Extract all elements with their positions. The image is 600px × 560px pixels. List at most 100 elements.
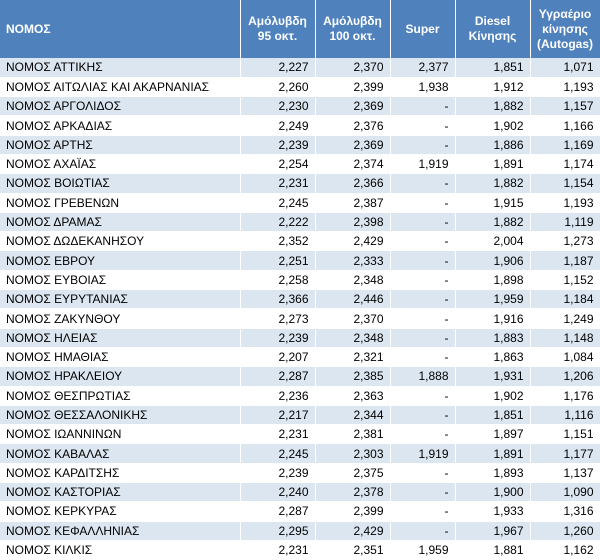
price-cell: 2,348 (315, 328, 391, 348)
table-row: ΝΟΜΟΣ ΘΕΣΣΑΛΟΝΙΚΗΣ 2,217 2,344-1,851 1,116 (0, 405, 600, 426)
table-row: ΝΟΜΟΣ ΘΕΣΠΡΩΤΙΑΣ 2,236 2,363-1,902 1,176 (0, 386, 600, 406)
price-cell: 1,919 (390, 154, 456, 175)
price-cell: 1,193 (530, 77, 600, 98)
price-cell: 2,287 (240, 501, 316, 522)
price-cell: 1,176 (530, 386, 600, 406)
table-row: ΝΟΜΟΣ ΑΡΚΑΔΙΑΣ 2,249 2,376-1,902 1,166 (0, 115, 600, 136)
price-cell: 2,351 (315, 540, 391, 560)
table-row: ΝΟΜΟΣ ΔΡΑΜΑΣ 2,222 2,398-1,882 1,119 (0, 212, 600, 233)
table-row: ΝΟΜΟΣ ΚΕΦΑΛΛΗΝΙΑΣ 2,295 2,429-1,967 1,260 (0, 521, 600, 541)
table-row: ΝΟΜΟΣ ΚΑΒΑΛΑΣ 2,245 2,303 1,919 1,891 1,177 (0, 443, 600, 464)
price-cell: 2,369 (315, 135, 391, 155)
table-row: ΝΟΜΟΣ ΒΟΙΩΤΙΑΣ 2,231 2,366-1,882 1,154 (0, 173, 600, 194)
price-cell: - (390, 231, 456, 252)
price-cell: 1,863 (455, 347, 531, 368)
table-row: ΝΟΜΟΣ ΕΒΡΟΥ 2,251 2,333-1,906 1,187 (0, 250, 600, 271)
price-cell: 1,891 (455, 443, 531, 464)
price-cell: 2,387 (315, 193, 391, 213)
price-cell: 1,148 (530, 328, 600, 348)
price-cell: 1,882 (455, 173, 531, 194)
table-row: ΝΟΜΟΣ ΙΩΑΝΝΙΝΩΝ 2,231 2,381-1,897 1,151 (0, 424, 600, 445)
price-cell: 1,249 (530, 308, 600, 329)
price-cell: 1,273 (530, 231, 600, 252)
price-cell: 1,915 (455, 193, 531, 213)
column-header: Υγραέριο κίνησης (Autogas) (530, 0, 600, 58)
prefecture-cell: ΝΟΜΟΣ ΗΜΑΘΙΑΣ (0, 347, 241, 368)
price-cell: 2,321 (315, 347, 391, 368)
price-cell: 1,084 (530, 347, 600, 368)
prefecture-cell: ΝΟΜΟΣ ΚΑΒΑΛΑΣ (0, 443, 241, 464)
price-cell: 2,370 (315, 308, 391, 329)
price-cell: 2,399 (315, 501, 391, 522)
price-cell: 1,888 (390, 366, 456, 387)
table-row: ΝΟΜΟΣ ΑΧΑΪΑΣ 2,254 2,374 1,919 1,891 1,174 (0, 154, 600, 175)
header-line: ΝΟΜΟΣ (6, 21, 51, 36)
price-cell: 2,227 (240, 58, 316, 78)
price-cell: 1,900 (455, 482, 531, 503)
table-row: ΝΟΜΟΣ ΚΑΡΔΙΤΣΗΣ 2,239 2,375-1,893 1,137 (0, 463, 600, 484)
price-cell: 2,374 (315, 154, 391, 175)
price-cell: 1,882 (455, 96, 531, 117)
price-cell: - (390, 347, 456, 368)
table-row: ΝΟΜΟΣ ΑΡΤΗΣ 2,239 2,369-1,886 1,169 (0, 135, 600, 155)
table-row: ΝΟΜΟΣ ΖΑΚΥΝΘΟΥ 2,273 2,370-1,916 1,249 (0, 308, 600, 329)
price-cell: 1,152 (530, 270, 600, 291)
price-cell: 1,919 (390, 443, 456, 464)
prefecture-cell: ΝΟΜΟΣ ΚΑΡΔΙΤΣΗΣ (0, 463, 241, 484)
price-cell: 2,245 (240, 443, 316, 464)
price-cell: 2,239 (240, 463, 316, 484)
prefecture-cell: ΝΟΜΟΣ ΓΡΕΒΕΝΩΝ (0, 193, 241, 213)
price-cell: - (390, 386, 456, 406)
price-cell: - (390, 115, 456, 136)
price-cell: 1,193 (530, 193, 600, 213)
prefecture-cell: ΝΟΜΟΣ ΘΕΣΣΑΛΟΝΙΚΗΣ (0, 405, 241, 426)
price-cell: - (390, 501, 456, 522)
price-cell: 2,348 (315, 270, 391, 291)
prefecture-cell: ΝΟΜΟΣ ΕΥΒΟΙΑΣ (0, 270, 241, 291)
prefecture-cell: ΝΟΜΟΣ ΚΕΦΑΛΛΗΝΙΑΣ (0, 521, 241, 541)
table-row: ΝΟΜΟΣ ΚΑΣΤΟΡΙΑΣ 2,240 2,378-1,900 1,090 (0, 482, 600, 503)
price-cell: 2,429 (315, 521, 391, 541)
price-cell: 2,446 (315, 289, 391, 310)
price-cell: 1,906 (455, 250, 531, 271)
price-cell: 2,377 (390, 58, 456, 78)
price-cell: 2,287 (240, 366, 316, 387)
price-cell: 2,429 (315, 231, 391, 252)
price-cell: 1,157 (530, 96, 600, 117)
price-cell: 2,295 (240, 521, 316, 541)
price-cell: 1,882 (455, 212, 531, 233)
table-row: ΝΟΜΟΣ ΕΥΒΟΙΑΣ 2,258 2,348-1,898 1,152 (0, 270, 600, 291)
price-cell: - (390, 173, 456, 194)
table-row: ΝΟΜΟΣ ΚΙΛΚΙΣ 2,231 2,351 1,959 1,881 1,162 (0, 540, 600, 560)
price-cell: 2,231 (240, 173, 316, 194)
price-cell: 2,236 (240, 386, 316, 406)
prefecture-cell: ΝΟΜΟΣ ΔΡΑΜΑΣ (0, 212, 241, 233)
header-line: κίνησης (542, 21, 588, 36)
price-cell: 2,363 (315, 386, 391, 406)
header-line: Super (405, 21, 440, 36)
price-cell: 1,893 (455, 463, 531, 484)
price-cell: 2,398 (315, 212, 391, 233)
price-cell: - (390, 308, 456, 329)
price-cell: 1,174 (530, 154, 600, 175)
prefecture-cell: ΝΟΜΟΣ ΗΡΑΚΛΕΙΟΥ (0, 366, 241, 387)
price-cell: 1,851 (455, 58, 531, 78)
prefecture-cell: ΝΟΜΟΣ ΙΩΑΝΝΙΝΩΝ (0, 424, 241, 445)
price-cell: - (390, 289, 456, 310)
price-cell: 2,366 (240, 289, 316, 310)
price-cell: 1,931 (455, 366, 531, 387)
price-cell: - (390, 96, 456, 117)
price-cell: 1,891 (455, 154, 531, 175)
header-line: Αμόλυβδη (323, 14, 382, 28)
prefecture-cell: ΝΟΜΟΣ ΑΡΤΗΣ (0, 135, 241, 155)
prefecture-cell: ΝΟΜΟΣ ΘΕΣΠΡΩΤΙΑΣ (0, 386, 241, 406)
header-line: Αμόλυβδη (248, 14, 307, 28)
price-cell: 1,162 (530, 540, 600, 560)
price-cell: 1,071 (530, 58, 600, 78)
prefecture-cell: ΝΟΜΟΣ ΖΑΚΥΝΘΟΥ (0, 308, 241, 329)
price-cell: 1,912 (455, 77, 531, 98)
price-cell: 1,897 (455, 424, 531, 445)
price-cell: 2,376 (315, 115, 391, 136)
table-row: ΝΟΜΟΣ ΗΜΑΘΙΑΣ 2,207 2,321-1,863 1,084 (0, 347, 600, 368)
